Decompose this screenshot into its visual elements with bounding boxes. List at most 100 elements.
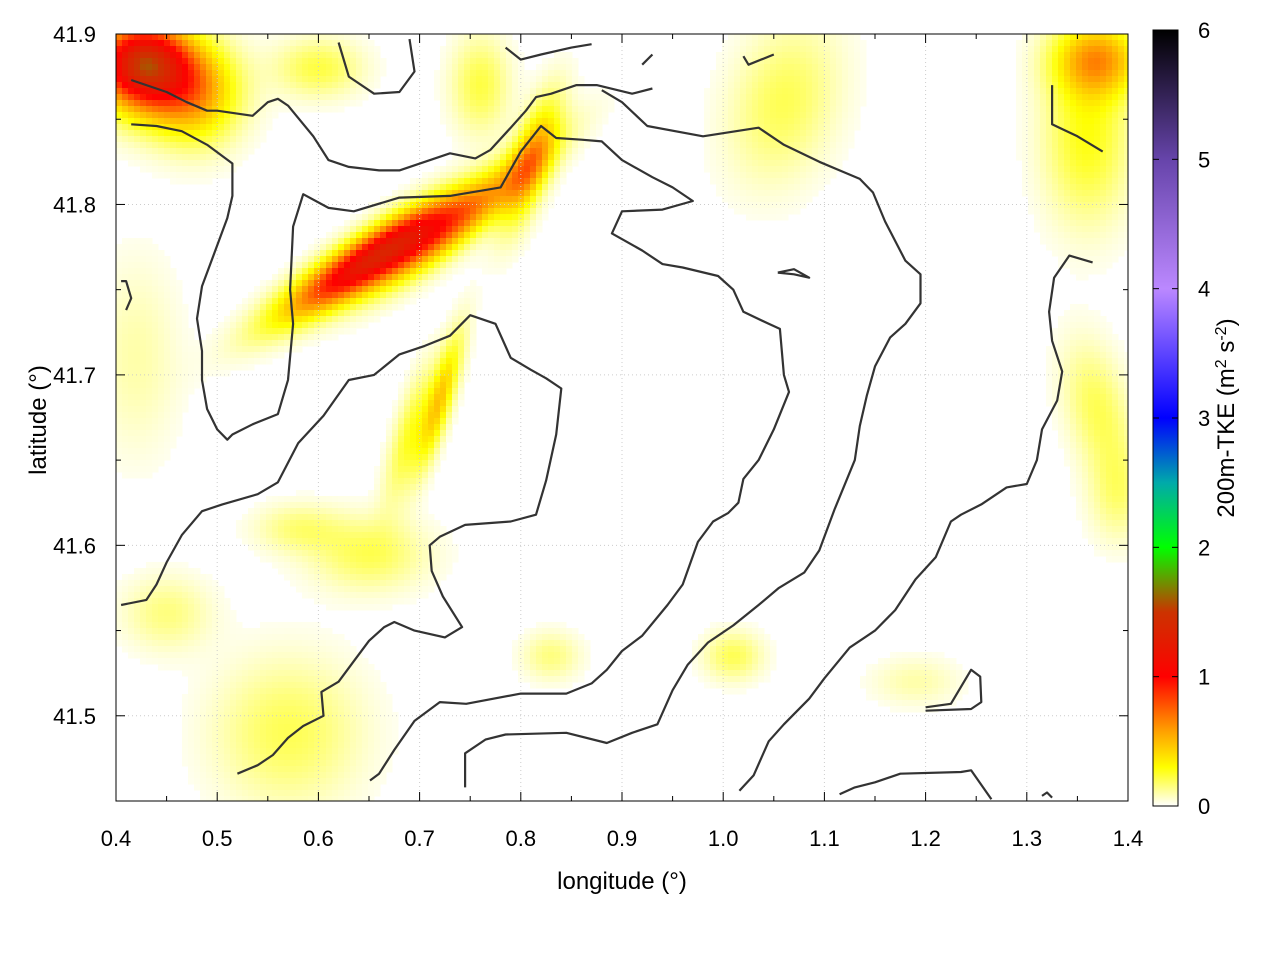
heat-cell bbox=[434, 346, 441, 353]
heat-cell bbox=[452, 322, 459, 329]
heat-cell bbox=[302, 508, 309, 515]
heat-cell bbox=[740, 88, 747, 95]
heat-cell bbox=[158, 394, 165, 401]
heat-cell bbox=[1124, 112, 1128, 119]
heat-cell bbox=[188, 34, 195, 41]
heat-cell bbox=[1064, 388, 1071, 395]
heat-cell bbox=[710, 148, 717, 155]
heat-cell bbox=[416, 280, 423, 287]
heat-cell bbox=[536, 82, 543, 89]
heat-cell bbox=[296, 106, 303, 113]
heat-cell bbox=[308, 514, 315, 521]
heat-cell bbox=[452, 346, 459, 353]
heat-cell bbox=[452, 40, 459, 47]
heat-cell bbox=[776, 94, 783, 101]
heat-cell bbox=[422, 478, 429, 485]
heat-cell bbox=[146, 436, 153, 443]
heat-cell bbox=[392, 238, 399, 245]
heat-cell bbox=[1076, 346, 1083, 353]
heat-cell bbox=[218, 358, 225, 365]
heat-cell bbox=[542, 184, 549, 191]
heat-cell bbox=[398, 448, 405, 455]
heat-cell bbox=[1058, 436, 1065, 443]
heat-cell bbox=[1118, 58, 1125, 65]
heat-cell bbox=[404, 460, 411, 467]
heat-cell bbox=[518, 130, 525, 137]
heat-cell bbox=[248, 520, 255, 527]
heat-cell bbox=[422, 376, 429, 383]
heat-cell bbox=[176, 112, 183, 119]
heat-cell bbox=[740, 100, 747, 107]
heat-cell bbox=[1058, 406, 1065, 413]
heat-cell bbox=[302, 82, 309, 89]
heat-cell bbox=[440, 352, 447, 359]
heat-cell bbox=[398, 286, 405, 293]
heat-cell bbox=[1100, 448, 1107, 455]
heat-cell bbox=[362, 214, 369, 221]
heat-cell bbox=[746, 124, 753, 131]
heat-cell bbox=[152, 430, 159, 437]
heat-cell bbox=[500, 196, 507, 203]
heat-cell bbox=[1106, 406, 1113, 413]
heat-cell bbox=[266, 316, 273, 323]
heat-cell bbox=[470, 124, 477, 131]
heat-cell bbox=[224, 118, 231, 125]
heat-cell bbox=[182, 334, 189, 341]
heat-cell bbox=[164, 58, 171, 65]
heat-cell bbox=[1070, 478, 1077, 485]
heat-cell bbox=[1088, 154, 1095, 161]
heat-cell bbox=[146, 136, 153, 143]
heat-cell bbox=[278, 508, 285, 515]
heat-cell bbox=[1076, 502, 1083, 509]
heat-cell bbox=[368, 256, 375, 263]
heat-cell bbox=[140, 268, 147, 275]
heat-cell bbox=[536, 214, 543, 221]
heat-cell bbox=[482, 82, 489, 89]
heat-cell bbox=[440, 232, 447, 239]
heat-cell bbox=[1034, 190, 1041, 197]
heat-cell bbox=[812, 70, 819, 77]
heat-cell bbox=[1028, 178, 1035, 185]
heat-cell bbox=[164, 286, 171, 293]
heat-cell bbox=[1112, 154, 1119, 161]
heat-cell bbox=[542, 196, 549, 203]
heat-cell bbox=[830, 148, 837, 155]
heat-cell bbox=[362, 238, 369, 245]
heat-cell bbox=[284, 58, 291, 65]
heat-cell bbox=[1100, 418, 1107, 425]
heat-cell bbox=[854, 34, 861, 41]
heat-cell bbox=[422, 256, 429, 263]
heat-cell bbox=[854, 106, 861, 113]
heat-cell bbox=[482, 118, 489, 125]
heat-cell bbox=[410, 484, 417, 491]
heat-cell bbox=[368, 262, 375, 269]
heat-cell bbox=[170, 112, 177, 119]
heat-cell bbox=[1118, 70, 1125, 77]
heat-cell bbox=[1112, 520, 1119, 527]
heat-cell bbox=[452, 340, 459, 347]
heat-cell bbox=[122, 76, 129, 83]
heat-cell bbox=[380, 226, 387, 233]
heat-cell bbox=[320, 94, 327, 101]
heat-cell bbox=[254, 352, 261, 359]
heat-cell bbox=[812, 52, 819, 59]
heat-cell bbox=[1064, 166, 1071, 173]
heat-cell bbox=[1076, 316, 1083, 323]
heat-cell bbox=[476, 94, 483, 101]
heat-cell bbox=[140, 430, 147, 437]
heat-cell bbox=[212, 340, 219, 347]
heat-cell bbox=[1088, 178, 1095, 185]
heat-cell bbox=[428, 220, 435, 227]
heat-cell bbox=[1052, 88, 1059, 95]
heat-cell bbox=[134, 256, 141, 263]
heat-cell bbox=[512, 142, 519, 149]
heat-cell bbox=[260, 322, 267, 329]
heat-cell bbox=[800, 76, 807, 83]
heat-cell bbox=[794, 178, 801, 185]
heat-cell bbox=[758, 190, 765, 197]
heat-cell bbox=[476, 298, 483, 305]
heat-cell bbox=[734, 124, 741, 131]
heat-cell bbox=[278, 334, 285, 341]
heat-cell bbox=[542, 214, 549, 221]
heat-cell bbox=[140, 472, 147, 479]
